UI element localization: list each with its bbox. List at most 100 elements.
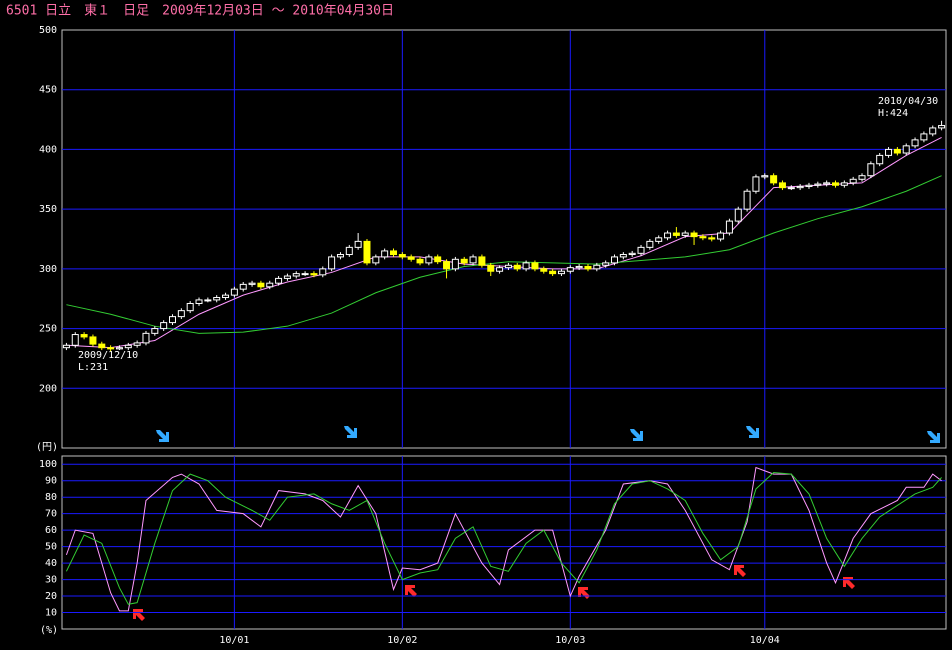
signal-arrow [156,430,169,442]
candle-body [160,322,168,330]
candle-body [319,268,327,276]
x-tick-label: 10/02 [387,635,417,646]
candle-body [593,264,601,270]
candle-body [266,282,274,288]
candle-body [513,264,521,270]
candle-body [460,258,468,264]
candle-body [310,273,318,276]
candle-body [725,220,733,234]
candle-body [292,273,300,277]
candle-body [354,240,362,248]
candle-body [540,268,548,272]
annotation: 2009/12/10 [78,350,138,361]
candle-body [911,139,919,147]
candle-body [708,237,716,240]
signal-arrow [344,426,357,438]
grid [62,456,946,629]
candle-body [584,265,592,270]
candle-body [451,258,459,270]
y-unit: (%) [40,625,58,636]
candle-body [672,232,680,236]
y-tick-label: 90 [45,476,57,487]
candle-body [557,270,565,275]
y-tick-label: 70 [45,509,57,520]
candle-body [814,183,822,186]
candle-body [770,175,778,184]
candle-body [124,344,132,349]
candle-body [283,275,291,279]
y-unit: (円) [36,442,58,453]
candle-body [611,256,618,264]
candle-body [690,232,698,238]
y-tick-label: 450 [39,85,57,96]
candle-body [89,336,97,345]
x-tick-label: 10/04 [750,635,780,646]
candle-body [328,256,336,270]
candle-body [230,288,238,296]
candle-body [115,347,123,350]
candle-body [504,264,512,269]
candle-body [186,302,194,312]
candle-body [107,347,115,350]
candle-body [655,237,663,242]
candle-body [637,246,645,254]
candle-body [893,148,901,154]
annotation: L:231 [78,362,108,373]
candle-body [345,246,353,256]
signal-arrow [630,429,643,441]
candle-body [416,258,424,264]
candle-body [805,184,813,187]
moving-average-line [66,175,942,334]
candle-body [275,277,283,284]
candle-body [257,282,265,288]
oscillator-line [65,466,942,612]
candle-body [434,256,442,263]
y-tick-label: 400 [39,144,57,155]
candle-body [858,175,866,180]
candle-body [602,262,610,266]
candle-body [664,232,672,239]
candle-body [195,299,203,304]
candle-body [849,178,857,184]
y-tick-label: 60 [45,525,57,536]
candle-body [169,316,176,324]
annotation: 2010/04/30 [878,96,938,107]
candle-body [566,267,574,272]
candle-body [628,252,636,256]
candle-body [619,254,627,258]
candle-body [575,265,583,269]
candle-body [363,240,371,264]
candle-body [177,310,185,318]
candle-body [381,250,389,258]
candle-body [734,208,742,222]
signal-arrow [746,426,759,438]
y-tick-label: 250 [39,324,57,335]
candle-body [681,232,689,236]
oscillator-frame [61,455,947,630]
candle-body [717,232,725,240]
candle-body [469,256,477,264]
y-tick-label: 40 [45,558,57,569]
candle-body [222,294,230,299]
candle-body [787,187,795,190]
y-tick-label: 500 [39,25,57,36]
y-tick-label: 80 [45,492,57,503]
y-tick-label: 20 [45,591,57,602]
candle-body [929,127,937,135]
candle-body [938,125,946,129]
sell-signals [156,426,940,443]
signal-arrow [734,565,746,577]
x-tick-label: 10/01 [219,635,249,646]
candle-body [840,182,848,186]
candle-body [832,182,839,186]
signal-arrow [927,431,940,443]
x-tick-label: 10/03 [555,635,585,646]
candle-body [301,273,309,276]
candle-body [213,297,221,301]
candle-body [531,262,539,270]
buy-signals [133,565,855,621]
candle-body [248,282,256,285]
annotation: H:424 [878,108,908,119]
